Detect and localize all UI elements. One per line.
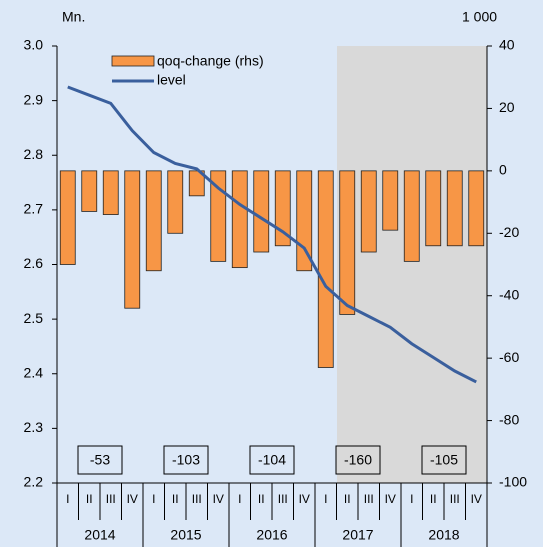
- y2-tick-label: -40: [499, 286, 519, 302]
- year-label: 2017: [342, 527, 373, 543]
- bar: [360, 170, 377, 253]
- annual-box: [335, 445, 381, 475]
- x-tick-label: I: [66, 492, 69, 506]
- right-unit: 1 000: [462, 9, 497, 25]
- y-tick-label: 2.6: [24, 255, 44, 271]
- bar: [102, 170, 119, 215]
- x-tick-label: IV: [471, 492, 482, 506]
- bar: [468, 170, 485, 247]
- bar: [124, 170, 141, 309]
- year-label: 2014: [84, 527, 115, 543]
- bar: [253, 170, 270, 253]
- bar: [274, 170, 291, 247]
- level-line: [67, 85, 477, 384]
- x-tick-label: II: [172, 492, 179, 506]
- year-label: 2018: [428, 527, 459, 543]
- bar: [425, 170, 442, 247]
- bar: [339, 170, 356, 315]
- year-label: 2015: [170, 527, 201, 543]
- bar: [145, 170, 162, 272]
- x-tick-label: I: [410, 492, 413, 506]
- annual-label: -160: [344, 452, 372, 468]
- x-tick-label: IV: [299, 492, 310, 506]
- x-tick-label: I: [152, 492, 155, 506]
- y-tick-label: 2.9: [24, 91, 44, 107]
- x-tick-label: I: [324, 492, 327, 506]
- annual-box: [421, 445, 467, 475]
- y2-tick-label: -100: [499, 474, 527, 490]
- y-tick-label: 2.5: [24, 310, 44, 326]
- bar: [210, 170, 227, 262]
- y2-tick-label: -80: [499, 411, 519, 427]
- annual-box: [249, 445, 295, 475]
- y-tick-label: 2.2: [24, 474, 44, 490]
- annual-box: [163, 445, 209, 475]
- x-tick-label: II: [430, 492, 437, 506]
- x-tick-label: II: [86, 492, 93, 506]
- x-tick-label: I: [238, 492, 241, 506]
- y2-tick-label: -60: [499, 349, 519, 365]
- x-tick-label: III: [450, 492, 460, 506]
- left-unit: Mn.: [62, 9, 85, 25]
- legend-swatch: [111, 55, 155, 67]
- x-tick-label: III: [278, 492, 288, 506]
- x-tick-label: II: [344, 492, 351, 506]
- annual-box: [77, 445, 123, 475]
- bar: [231, 170, 248, 269]
- y-tick-label: 2.7: [24, 201, 44, 217]
- x-tick-label: III: [192, 492, 202, 506]
- bar: [382, 170, 399, 231]
- legend-label: qoq-change (rhs): [157, 53, 264, 69]
- x-tick-label: IV: [213, 492, 224, 506]
- x-tick-label: II: [258, 492, 265, 506]
- y2-tick-label: 20: [499, 99, 515, 115]
- y2-tick-label: 40: [499, 37, 515, 53]
- bar: [317, 170, 334, 368]
- year-label: 2016: [256, 527, 287, 543]
- annual-label: -103: [172, 452, 200, 468]
- bar: [403, 170, 420, 262]
- y-tick-label: 2.4: [24, 364, 44, 380]
- bar: [446, 170, 463, 247]
- x-tick-label: IV: [385, 492, 396, 506]
- bar: [167, 170, 184, 234]
- y-tick-label: 2.8: [24, 146, 44, 162]
- forecast-shading: [337, 46, 487, 483]
- x-tick-label: III: [106, 492, 116, 506]
- annual-label: -105: [430, 452, 458, 468]
- x-tick-label: III: [364, 492, 374, 506]
- bar: [59, 170, 76, 265]
- y-tick-label: 3.0: [24, 37, 44, 53]
- x-tick-label: IV: [127, 492, 138, 506]
- annual-label: -104: [258, 452, 286, 468]
- y2-tick-label: 0: [499, 162, 507, 178]
- annual-label: -53: [90, 452, 110, 468]
- legend-label: level: [157, 72, 186, 88]
- y-tick-label: 2.3: [24, 419, 44, 435]
- y2-tick-label: -20: [499, 224, 519, 240]
- bar: [81, 170, 98, 212]
